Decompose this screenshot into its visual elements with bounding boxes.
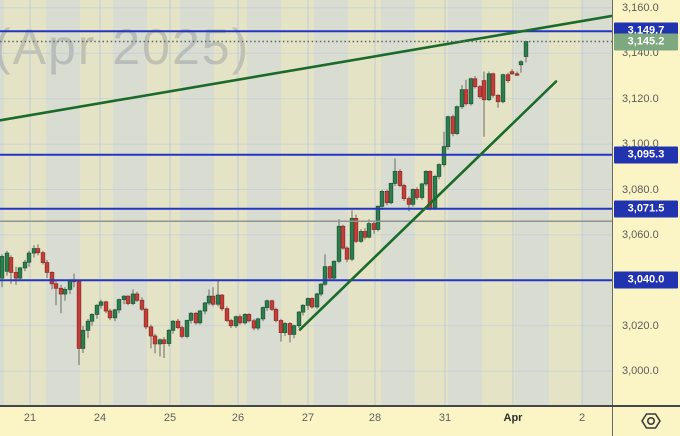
time-tick-label: 24 <box>93 412 107 424</box>
price-tick-label: 3,140.0 <box>622 47 659 60</box>
time-tick-label: 2 <box>578 412 586 424</box>
price-tick-label: 3,000.0 <box>622 365 659 378</box>
axis-corner <box>613 407 680 436</box>
last-price-badge: 3,145.2 <box>614 33 678 50</box>
time-tick-label: 31 <box>438 412 452 424</box>
time-tick-label: 21 <box>23 412 37 424</box>
trendlines[interactable] <box>0 14 612 331</box>
price-tick-label: 3,020.0 <box>622 319 659 332</box>
gear-icon <box>641 413 661 429</box>
price-tick-label: 3,060.0 <box>622 228 659 241</box>
symbol-watermark: (Apr 2025) <box>0 19 251 75</box>
price-tick-label: 3,080.0 <box>622 183 659 196</box>
axis-border-horizontal <box>0 405 680 407</box>
gridlines <box>0 0 612 405</box>
horizontal-price-lines[interactable] <box>0 30 612 282</box>
trendline <box>0 14 612 122</box>
time-tick-label: Apr <box>503 412 523 424</box>
chart-settings-button[interactable] <box>639 409 663 433</box>
price-line-badge-3040-0: 3,040.0 <box>614 271 678 289</box>
time-tick-label: 28 <box>368 412 382 424</box>
time-axis[interactable]: 21 24 25 26 27 28 31 Apr 2 <box>0 407 612 436</box>
price-tick-label: 3,120.0 <box>622 92 659 105</box>
time-tick-label: 27 <box>301 412 315 424</box>
price-tick-label: 3,160.0 <box>622 1 659 14</box>
trendline <box>298 80 558 331</box>
candlestick-series <box>0 41 529 365</box>
price-line-badge-3071-5: 3,071.5 <box>614 200 678 218</box>
time-tick-label: 25 <box>163 412 177 424</box>
time-tick-label: 26 <box>231 412 245 424</box>
axis-border-vertical <box>612 0 613 436</box>
price-axis[interactable]: 3,160.0 3,140.0 3,120.0 3,100.0 3,080.0 3,060… <box>613 0 680 405</box>
chart-canvas <box>0 0 612 405</box>
chart-pane[interactable]: (Apr 2025) <box>0 0 612 405</box>
price-line-badge-3095-3: 3,095.3 <box>614 146 678 164</box>
